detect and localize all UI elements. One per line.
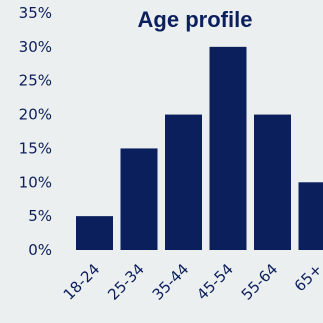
bar-35-44 (165, 114, 202, 250)
y-tick-label: 20% (19, 106, 52, 124)
y-tick-label: 15% (19, 139, 52, 157)
y-tick-label: 25% (19, 72, 52, 90)
x-tick-label: 18-24 (60, 260, 104, 304)
y-tick-label: 5% (28, 207, 52, 225)
bar-18-24 (76, 216, 113, 250)
bar-65+ (298, 182, 323, 250)
y-tick-label: 30% (19, 38, 52, 56)
y-tick-label: 35% (19, 4, 52, 22)
y-tick-label: 10% (19, 173, 52, 191)
y-axis: 0% 5% 10% 15% 20% 25% 30% 35% (19, 4, 52, 259)
x-tick-label: 55-64 (238, 260, 282, 304)
x-tick-label: 35-44 (149, 260, 193, 304)
bar-25-34 (120, 148, 158, 250)
bar-55-64 (254, 114, 291, 250)
x-tick-label: 25-34 (104, 260, 148, 304)
x-tick-label: 45-54 (193, 260, 237, 304)
chart-title: Age profile (138, 7, 253, 32)
bar-series (76, 46, 323, 250)
bar-45-54 (209, 46, 247, 250)
x-tick-label: 65+ (291, 260, 323, 295)
x-axis: 18-24 25-34 35-44 45-54 55-64 65+ (60, 260, 323, 304)
y-tick-label: 0% (28, 241, 52, 259)
